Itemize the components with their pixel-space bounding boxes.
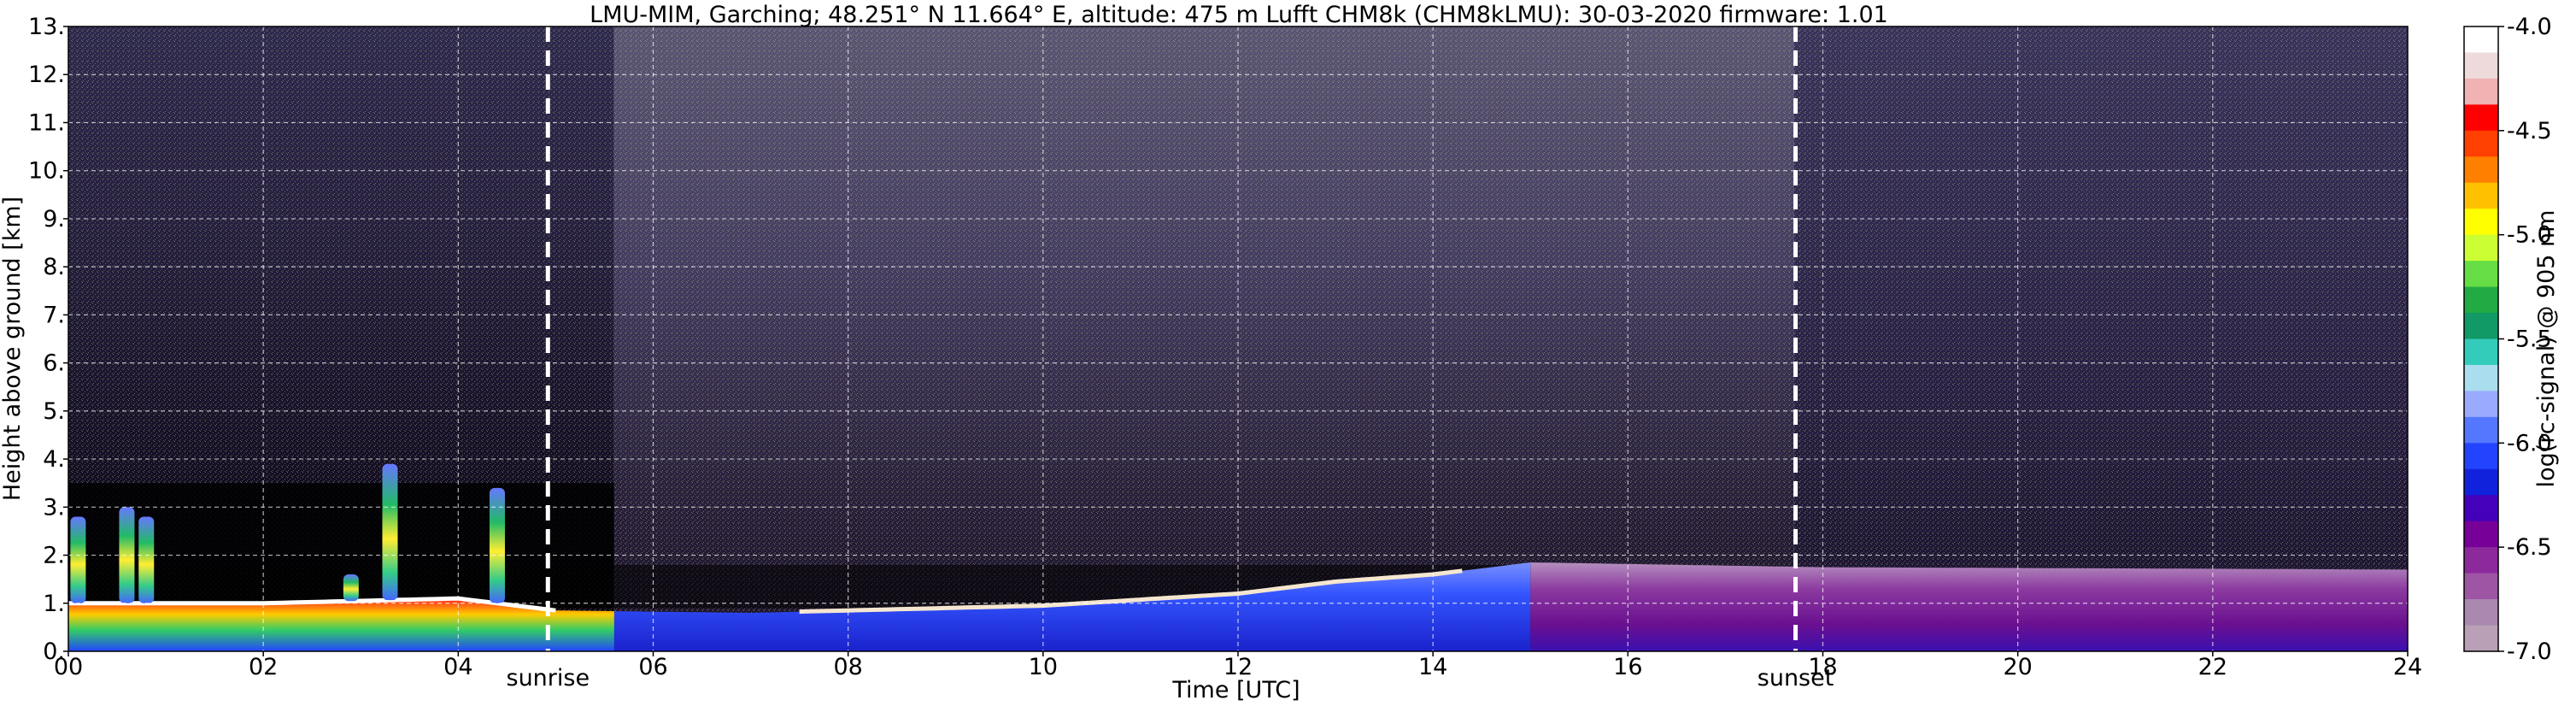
x-tick-label: 12 <box>1223 654 1253 680</box>
y-tick-label: 1. <box>43 591 65 617</box>
clear-air-region <box>68 483 614 609</box>
x-tick-label: 20 <box>2003 654 2032 680</box>
y-axis-label: Height above ground [km] <box>0 197 26 501</box>
boundary-layer-region <box>613 562 1531 651</box>
x-tick-label: 10 <box>1029 654 1058 680</box>
y-tick-label: 3. <box>43 494 65 521</box>
colorbar-swatch <box>2464 182 2498 209</box>
backscatter-features <box>68 463 2408 651</box>
y-tick-label: 5. <box>43 398 65 425</box>
y-axis-ticks: 0. 1. 2. 3. 4. 5. 6. 7. 8. 9. 10. 11. 12. 13. <box>28 14 68 665</box>
y-tick-label: 0. <box>43 638 65 665</box>
cloud-column <box>343 574 359 602</box>
axes: 00 02 04 06 08 10 12 14 16 18 20 22 24 0. 1. 2. 3. 4. 5. 6… <box>0 2 2422 703</box>
y-tick-label: 2. <box>43 543 65 569</box>
colorbar-swatch <box>2464 313 2498 340</box>
x-axis-ticks: 00 02 04 06 08 10 12 14 16 18 20 22 24 <box>54 651 2422 680</box>
colorbar-swatch <box>2464 625 2498 652</box>
colorbar-swatch <box>2464 468 2498 496</box>
colorbar-swatch <box>2464 599 2498 627</box>
colorbar-tick-label: -7.0 <box>2507 638 2552 665</box>
y-tick-label: 11. <box>28 109 65 136</box>
y-tick-label: 8. <box>43 254 65 280</box>
x-tick-label: 18 <box>1808 654 1837 680</box>
x-tick-label: 06 <box>638 654 667 680</box>
colorbar-tick-label: -6.0 <box>2507 430 2552 456</box>
chart-title: LMU-MIM, Garching; 48.251° N 11.664° E, … <box>590 2 1888 28</box>
layer-top-edge <box>799 568 1463 615</box>
cloud-column <box>138 516 155 603</box>
colorbar-swatch <box>2464 78 2498 105</box>
colorbar-swatch <box>2464 495 2498 522</box>
colorbar-swatch <box>2464 104 2498 132</box>
colorbar-tick-label: -4.5 <box>2507 118 2552 144</box>
y-tick-label: 13. <box>28 14 65 40</box>
x-tick-label: 08 <box>833 654 862 680</box>
cloud-column <box>119 507 135 603</box>
y-tick-label: 7. <box>43 302 65 328</box>
layer-top-edge <box>68 596 556 613</box>
colorbar-swatch <box>2464 286 2498 314</box>
sun-marker-label: sunrise <box>507 665 590 691</box>
colorbar-swatch <box>2464 416 2498 444</box>
cloud-column <box>489 487 505 603</box>
colorbar-swatch <box>2464 156 2498 184</box>
y-tick-label: 10. <box>28 158 65 185</box>
y-tick-label: 4. <box>43 446 65 473</box>
cloud-column <box>382 463 398 601</box>
colorbar-swatches <box>2464 26 2498 652</box>
colorbar-swatch <box>2464 338 2498 366</box>
boundary-layer-region <box>68 598 614 651</box>
colorbar: -4.0 -4.5 -5.0 -5.5 -6.0 -6.5 -7.0 log(rc-sign… <box>2463 14 2560 665</box>
x-tick-label: 02 <box>249 654 278 680</box>
colorbar-label: log(rc-signal) @ 905 nm <box>2533 210 2560 488</box>
cloud-column <box>70 516 86 603</box>
x-tick-label: 04 <box>443 654 472 680</box>
plot-area <box>67 26 2409 652</box>
colorbar-swatch <box>2464 209 2498 236</box>
colorbar-swatch <box>2464 573 2498 600</box>
colorbar-ticks: -4.0 -4.5 -5.0 -5.5 -6.0 -6.5 -7.0 <box>2498 14 2552 665</box>
colorbar-swatch <box>2464 130 2498 157</box>
colorbar-swatch <box>2464 391 2498 418</box>
boundary-layer-region <box>1530 562 2408 651</box>
colorbar-swatch <box>2464 364 2498 392</box>
y-tick-label: 9. <box>43 206 65 232</box>
colorbar-tick-label: -5.5 <box>2507 327 2552 353</box>
y-tick-label: 12. <box>28 62 65 88</box>
colorbar-swatch <box>2464 52 2498 79</box>
colorbar-swatch <box>2464 547 2498 574</box>
x-axis-label: Time [UTC] <box>1171 677 1300 703</box>
colorbar-swatch <box>2464 234 2498 262</box>
grid-lines <box>68 26 2408 651</box>
x-tick-label: 00 <box>54 654 83 680</box>
colorbar-swatch <box>2464 443 2498 470</box>
x-tick-label: 14 <box>1418 654 1447 680</box>
colorbar-swatch <box>2464 261 2498 288</box>
colorbar-swatch <box>2464 26 2498 54</box>
x-tick-label: 24 <box>2393 654 2422 680</box>
sun-marker-label: sunset <box>1757 665 1834 691</box>
colorbar-tick-label: -5.0 <box>2507 222 2552 249</box>
colorbar-tick-label: -4.0 <box>2507 14 2552 40</box>
sun-markers <box>545 26 1799 651</box>
x-tick-label: 16 <box>1613 654 1642 680</box>
colorbar-tick-label: -6.5 <box>2507 534 2552 561</box>
x-tick-label: 22 <box>2198 654 2227 680</box>
y-tick-label: 6. <box>43 350 65 377</box>
colorbar-swatch <box>2464 521 2498 548</box>
